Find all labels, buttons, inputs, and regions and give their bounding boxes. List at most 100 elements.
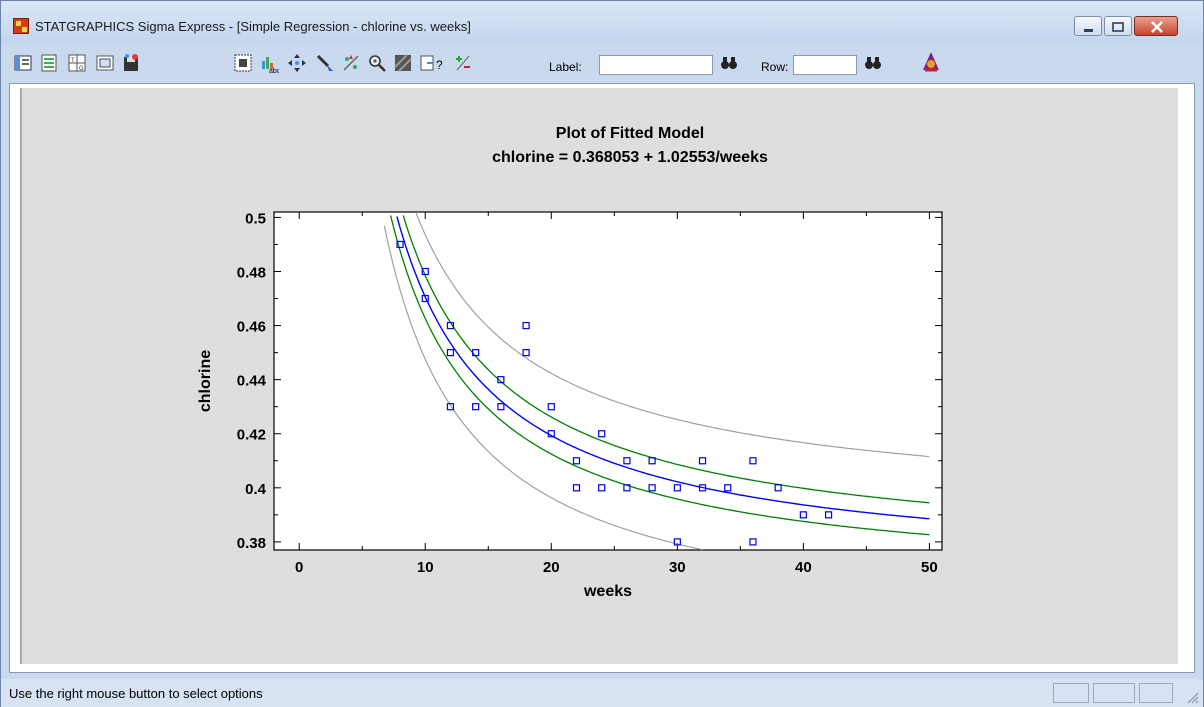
x-tick-label: 10 <box>417 559 434 576</box>
data-point <box>446 403 455 411</box>
data-point <box>598 484 606 492</box>
data-point <box>396 240 404 249</box>
shading-icon[interactable] <box>393 53 413 73</box>
y-tick-label: 0.5 <box>245 210 266 227</box>
y-tick-label: 0.42 <box>237 427 266 444</box>
x-axis-label: weeks <box>583 583 632 600</box>
find-label-binoculars-icon[interactable] <box>719 53 739 73</box>
analysis-options-icon[interactable] <box>39 53 59 73</box>
data-point <box>799 511 807 519</box>
document-area: Plot of Fitted Model chlorine = 0.368053 … <box>9 83 1195 673</box>
status-panel-1 <box>1053 683 1089 703</box>
data-point <box>698 457 707 465</box>
close-icon <box>1151 21 1163 33</box>
x-tick-label: 0 <box>295 559 303 576</box>
data-point <box>472 349 480 357</box>
graph-options-icon[interactable] <box>233 53 253 73</box>
data-point <box>497 403 505 411</box>
resize-grip-icon[interactable] <box>1185 690 1199 704</box>
x-tick-label: 30 <box>669 559 686 576</box>
data-point <box>749 457 757 465</box>
fitted-line <box>396 216 930 520</box>
data-point <box>472 403 480 411</box>
data-point <box>648 457 656 465</box>
data-point <box>673 538 681 546</box>
y-axis-label: chlorine <box>197 350 214 412</box>
tables-icon[interactable]: TG <box>67 53 87 73</box>
data-point <box>648 484 656 492</box>
statadvisor-icon[interactable] <box>919 50 943 74</box>
move-icon[interactable] <box>287 53 307 73</box>
data-point <box>421 294 429 303</box>
fitted-model-chart[interactable]: Plot of Fitted Model chlorine = 0.368053 … <box>22 88 1178 664</box>
restore-button[interactable] <box>1104 16 1132 36</box>
data-point <box>623 457 631 465</box>
save-results-icon[interactable] <box>121 53 141 73</box>
status-panel-2 <box>1093 683 1135 703</box>
row-caption: Row: <box>761 60 789 74</box>
x-tick-label: 50 <box>921 559 938 576</box>
y-tick-label: 0.4 <box>245 481 267 498</box>
close-button[interactable] <box>1134 16 1178 36</box>
data-point <box>673 484 681 492</box>
title-bar[interactable]: STATGRAPHICS Sigma Express - [Simple Reg… <box>1 1 1203 43</box>
restore-icon <box>1112 22 1124 32</box>
data-point <box>522 321 530 330</box>
data-point <box>446 349 455 357</box>
data-point <box>547 430 555 438</box>
window-title: STATGRAPHICS Sigma Express - [Simple Reg… <box>35 19 471 34</box>
brush-icon[interactable] <box>315 53 335 73</box>
x-tick-label: 20 <box>543 559 560 576</box>
data-point <box>547 403 555 411</box>
y-tick-label: 0.38 <box>237 535 266 552</box>
graphs-icon[interactable] <box>95 53 115 73</box>
minimize-icon <box>1084 29 1093 32</box>
prediction-limit-upper <box>415 211 930 458</box>
data-point <box>446 321 455 330</box>
data-point <box>572 484 581 492</box>
minimize-button[interactable] <box>1074 16 1102 36</box>
y-tick-label: 0.44 <box>237 373 267 390</box>
status-panel-3 <box>1139 683 1173 703</box>
svg-text:abc: abc <box>269 68 279 73</box>
y-tick-label: 0.46 <box>237 319 266 336</box>
x-tick-label: 40 <box>795 559 812 576</box>
row-input[interactable] <box>793 55 857 75</box>
data-point <box>724 484 732 492</box>
data-point <box>698 484 707 492</box>
chart-subtitle: chlorine = 0.368053 + 1.02553/weeks <box>492 149 768 166</box>
svg-text:T: T <box>71 58 75 64</box>
label-caption: Label: <box>549 60 582 74</box>
chart-title: Plot of Fitted Model <box>556 125 704 142</box>
exclude-points-icon[interactable] <box>341 53 361 73</box>
confidence-limit-lower <box>389 215 930 536</box>
find-row-binoculars-icon[interactable] <box>863 53 883 73</box>
data-point <box>824 511 833 519</box>
confidence-limit-upper <box>402 215 930 504</box>
data-point <box>497 376 505 384</box>
data-point <box>598 430 606 438</box>
status-text: Use the right mouse button to select opt… <box>9 686 263 701</box>
data-point <box>421 267 429 276</box>
data-point <box>572 457 581 465</box>
add-remove-icon[interactable] <box>453 53 473 73</box>
svg-text:G: G <box>79 66 84 72</box>
y-tick-label: 0.48 <box>237 264 266 281</box>
data-point <box>623 484 631 492</box>
statgraphics-app-icon[interactable] <box>13 18 29 34</box>
data-point <box>774 484 782 492</box>
zoom-icon[interactable] <box>367 53 387 73</box>
identify-point-icon[interactable]: ? <box>419 53 449 73</box>
status-bar: Use the right mouse button to select opt… <box>1 679 1203 707</box>
data-point <box>522 349 530 357</box>
plot-area <box>273 211 943 551</box>
label-points-icon[interactable]: abc <box>259 53 279 73</box>
data-point <box>749 538 757 546</box>
prediction-limit-lower <box>383 225 703 551</box>
svg-text:?: ? <box>436 58 443 72</box>
pane-options-icon[interactable] <box>13 53 33 73</box>
label-input[interactable] <box>599 55 713 75</box>
chart-pane[interactable]: Plot of Fitted Model chlorine = 0.368053 … <box>20 88 1178 664</box>
